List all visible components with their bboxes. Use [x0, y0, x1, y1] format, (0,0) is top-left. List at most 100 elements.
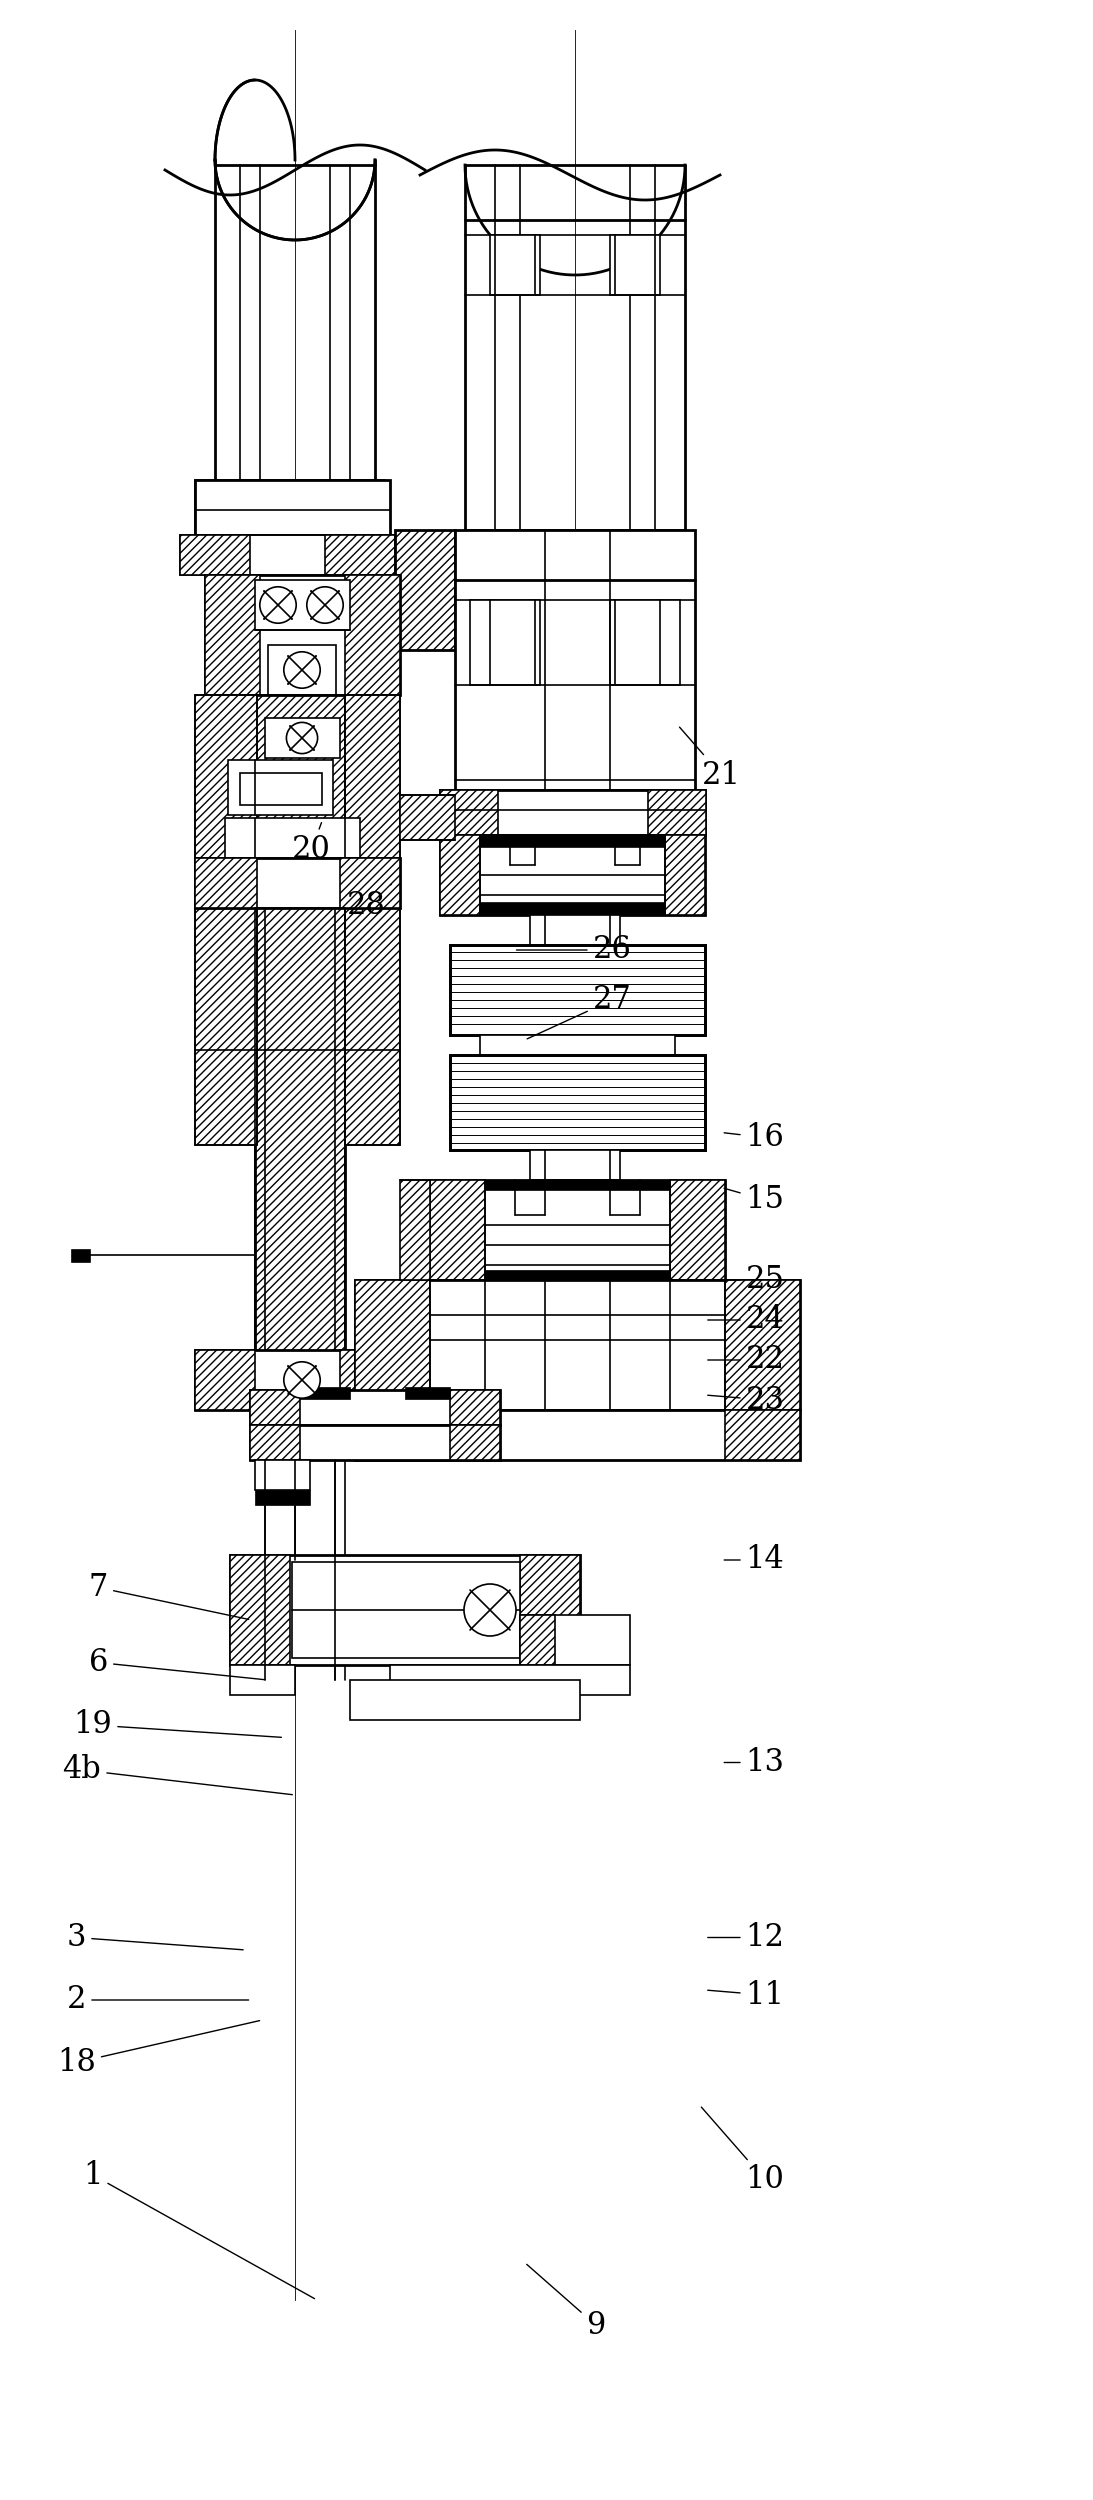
Bar	[250, 1390, 500, 1425]
Bar	[520, 1615, 555, 1665]
Bar	[350, 1680, 580, 1720]
Text: 23: 23	[708, 1385, 785, 1415]
Bar	[470, 600, 540, 685]
Circle shape	[284, 652, 320, 688]
Bar	[205, 575, 400, 695]
Text: 2: 2	[67, 1985, 248, 2015]
Bar	[450, 1425, 500, 1460]
Circle shape	[465, 1585, 516, 1635]
Bar	[450, 1390, 500, 1425]
Circle shape	[284, 1362, 320, 1398]
Bar	[292, 1562, 520, 1658]
Bar	[725, 1280, 800, 1410]
Bar	[400, 1180, 430, 1280]
Text: 20: 20	[292, 822, 331, 865]
Text: 15: 15	[724, 1185, 785, 1215]
Bar	[670, 1180, 725, 1280]
Bar	[440, 835, 480, 915]
Bar	[485, 1180, 670, 1190]
Bar	[430, 1180, 485, 1280]
Bar	[610, 600, 680, 685]
Bar	[485, 1270, 670, 1280]
Bar	[440, 790, 705, 835]
Bar	[450, 945, 705, 1035]
Text: 6: 6	[89, 1648, 265, 1680]
Bar	[340, 858, 400, 908]
Bar	[205, 575, 260, 695]
Text: 4b: 4b	[62, 1755, 292, 1795]
Bar	[265, 718, 340, 758]
Bar	[230, 1555, 290, 1665]
Bar	[520, 1615, 630, 1665]
Bar	[355, 1410, 430, 1460]
Bar	[228, 760, 333, 815]
Text: 3: 3	[67, 1922, 243, 1952]
Text: 11: 11	[708, 1980, 785, 2010]
Bar	[450, 1055, 705, 1150]
Bar	[648, 790, 706, 835]
Bar	[180, 535, 395, 575]
Bar	[255, 695, 345, 1395]
Bar	[355, 1280, 800, 1410]
Text: 22: 22	[708, 1345, 785, 1375]
Bar	[480, 1035, 675, 1055]
Bar	[72, 1250, 90, 1262]
Bar	[225, 818, 360, 858]
Bar	[340, 1350, 400, 1410]
Bar	[345, 575, 400, 695]
Circle shape	[286, 722, 318, 752]
Bar	[450, 1055, 705, 1150]
Bar	[250, 1425, 500, 1460]
Bar	[255, 1460, 310, 1490]
Bar	[480, 902, 665, 915]
Bar	[195, 858, 400, 908]
Text: 7: 7	[89, 1572, 249, 1620]
Text: 14: 14	[725, 1545, 785, 1575]
Text: 9: 9	[527, 2265, 606, 2340]
Text: 24: 24	[708, 1305, 785, 1335]
Circle shape	[260, 588, 296, 622]
Bar	[250, 1390, 299, 1425]
Bar	[255, 1490, 310, 1505]
Bar	[610, 235, 660, 295]
Bar	[390, 1665, 630, 1695]
Text: 13: 13	[725, 1748, 785, 1778]
Bar	[355, 1280, 430, 1410]
Bar	[240, 772, 322, 805]
Bar	[430, 1180, 725, 1280]
Text: 10: 10	[702, 2108, 785, 2195]
Text: 19: 19	[73, 1710, 281, 1740]
Bar	[330, 480, 385, 535]
Bar	[230, 1665, 295, 1695]
Bar	[530, 1150, 620, 1180]
Bar	[250, 1425, 299, 1460]
Bar	[195, 695, 257, 1145]
Bar	[230, 1555, 580, 1665]
Text: 25: 25	[708, 1265, 785, 1295]
Bar	[299, 1388, 350, 1400]
Bar	[725, 1410, 800, 1460]
Bar	[530, 915, 620, 945]
Bar	[440, 835, 705, 915]
Bar	[195, 1350, 400, 1410]
Bar	[665, 835, 705, 915]
Bar	[450, 945, 705, 1035]
Circle shape	[307, 588, 343, 622]
Bar	[195, 695, 257, 1145]
Bar	[406, 1388, 450, 1400]
Bar	[268, 645, 336, 695]
Bar	[255, 695, 345, 1395]
Text: 27: 27	[527, 985, 632, 1040]
Bar	[180, 535, 250, 575]
Bar	[480, 835, 665, 848]
Text: 18: 18	[57, 2020, 260, 2078]
Text: 26: 26	[517, 935, 632, 965]
Text: 12: 12	[708, 1922, 785, 1952]
Bar	[395, 530, 455, 650]
Text: 21: 21	[680, 728, 741, 790]
Bar	[195, 480, 390, 535]
Bar	[345, 695, 400, 1145]
Bar	[440, 790, 498, 835]
Bar	[520, 1555, 580, 1665]
Text: 16: 16	[725, 1122, 785, 1152]
